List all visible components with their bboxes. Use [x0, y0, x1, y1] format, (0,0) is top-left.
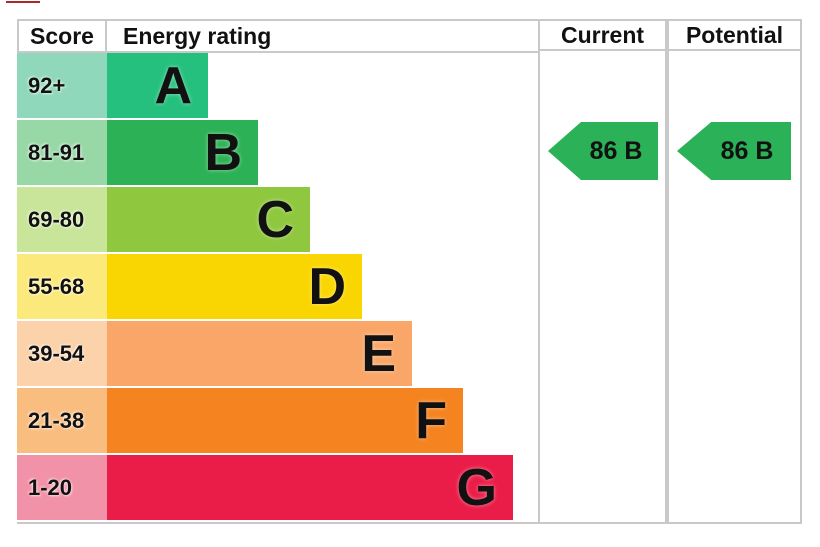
current-column: Current 86 B — [538, 19, 667, 524]
rating-bar: C — [107, 187, 310, 254]
band-row-c: 69-80 C — [17, 187, 538, 254]
band-row-f: 21-38 F — [17, 388, 538, 455]
current-column-body: 86 B — [540, 51, 665, 520]
score-cell: 55-68 — [17, 254, 107, 321]
score-cell: 69-80 — [17, 187, 107, 254]
score-cell: 92+ — [17, 53, 107, 120]
band-letter: C — [256, 190, 294, 249]
rating-bar: B — [107, 120, 258, 187]
potential-column: Potential 86 B — [667, 19, 802, 524]
table-header: Score Energy rating — [17, 21, 538, 53]
band-letter: B — [204, 123, 242, 182]
top-left-red-dash — [6, 1, 40, 3]
current-rating-arrow: 86 B — [548, 122, 658, 180]
potential-rating-label: 86 B — [720, 136, 774, 165]
rating-bar: E — [107, 321, 412, 388]
current-column-header: Current — [540, 21, 665, 51]
current-rating-label: 86 B — [589, 136, 643, 165]
score-cell: 39-54 — [17, 321, 107, 388]
score-cell: 21-38 — [17, 388, 107, 455]
energy-rating-column-header: Energy rating — [123, 22, 272, 49]
potential-column-body: 86 B — [669, 51, 800, 520]
band-row-a: 92+ A — [17, 53, 538, 120]
band-letter: A — [154, 56, 192, 115]
band-row-b: 81-91 B — [17, 120, 538, 187]
band-letter: F — [415, 391, 447, 450]
score-cell: 81-91 — [17, 120, 107, 187]
rating-bar: D — [107, 254, 362, 321]
band-letter: D — [308, 257, 346, 316]
band-row-e: 39-54 E — [17, 321, 538, 388]
band-letter: G — [456, 458, 497, 517]
score-column-header: Score — [17, 21, 107, 51]
rating-bar: A — [107, 53, 208, 120]
rating-table: Score Energy rating 92+ A 81-91 B 69-80 … — [17, 19, 538, 524]
potential-rating-arrow: 86 B — [677, 122, 791, 180]
score-cell: 1-20 — [17, 455, 107, 522]
band-letter: E — [361, 324, 396, 383]
rating-bar: G — [107, 455, 513, 522]
band-row-g: 1-20 G — [17, 455, 538, 522]
potential-column-header: Potential — [669, 21, 800, 51]
band-rows: 92+ A 81-91 B 69-80 C 55-68 D — [17, 53, 538, 522]
band-row-d: 55-68 D — [17, 254, 538, 321]
rating-bar: F — [107, 388, 463, 455]
